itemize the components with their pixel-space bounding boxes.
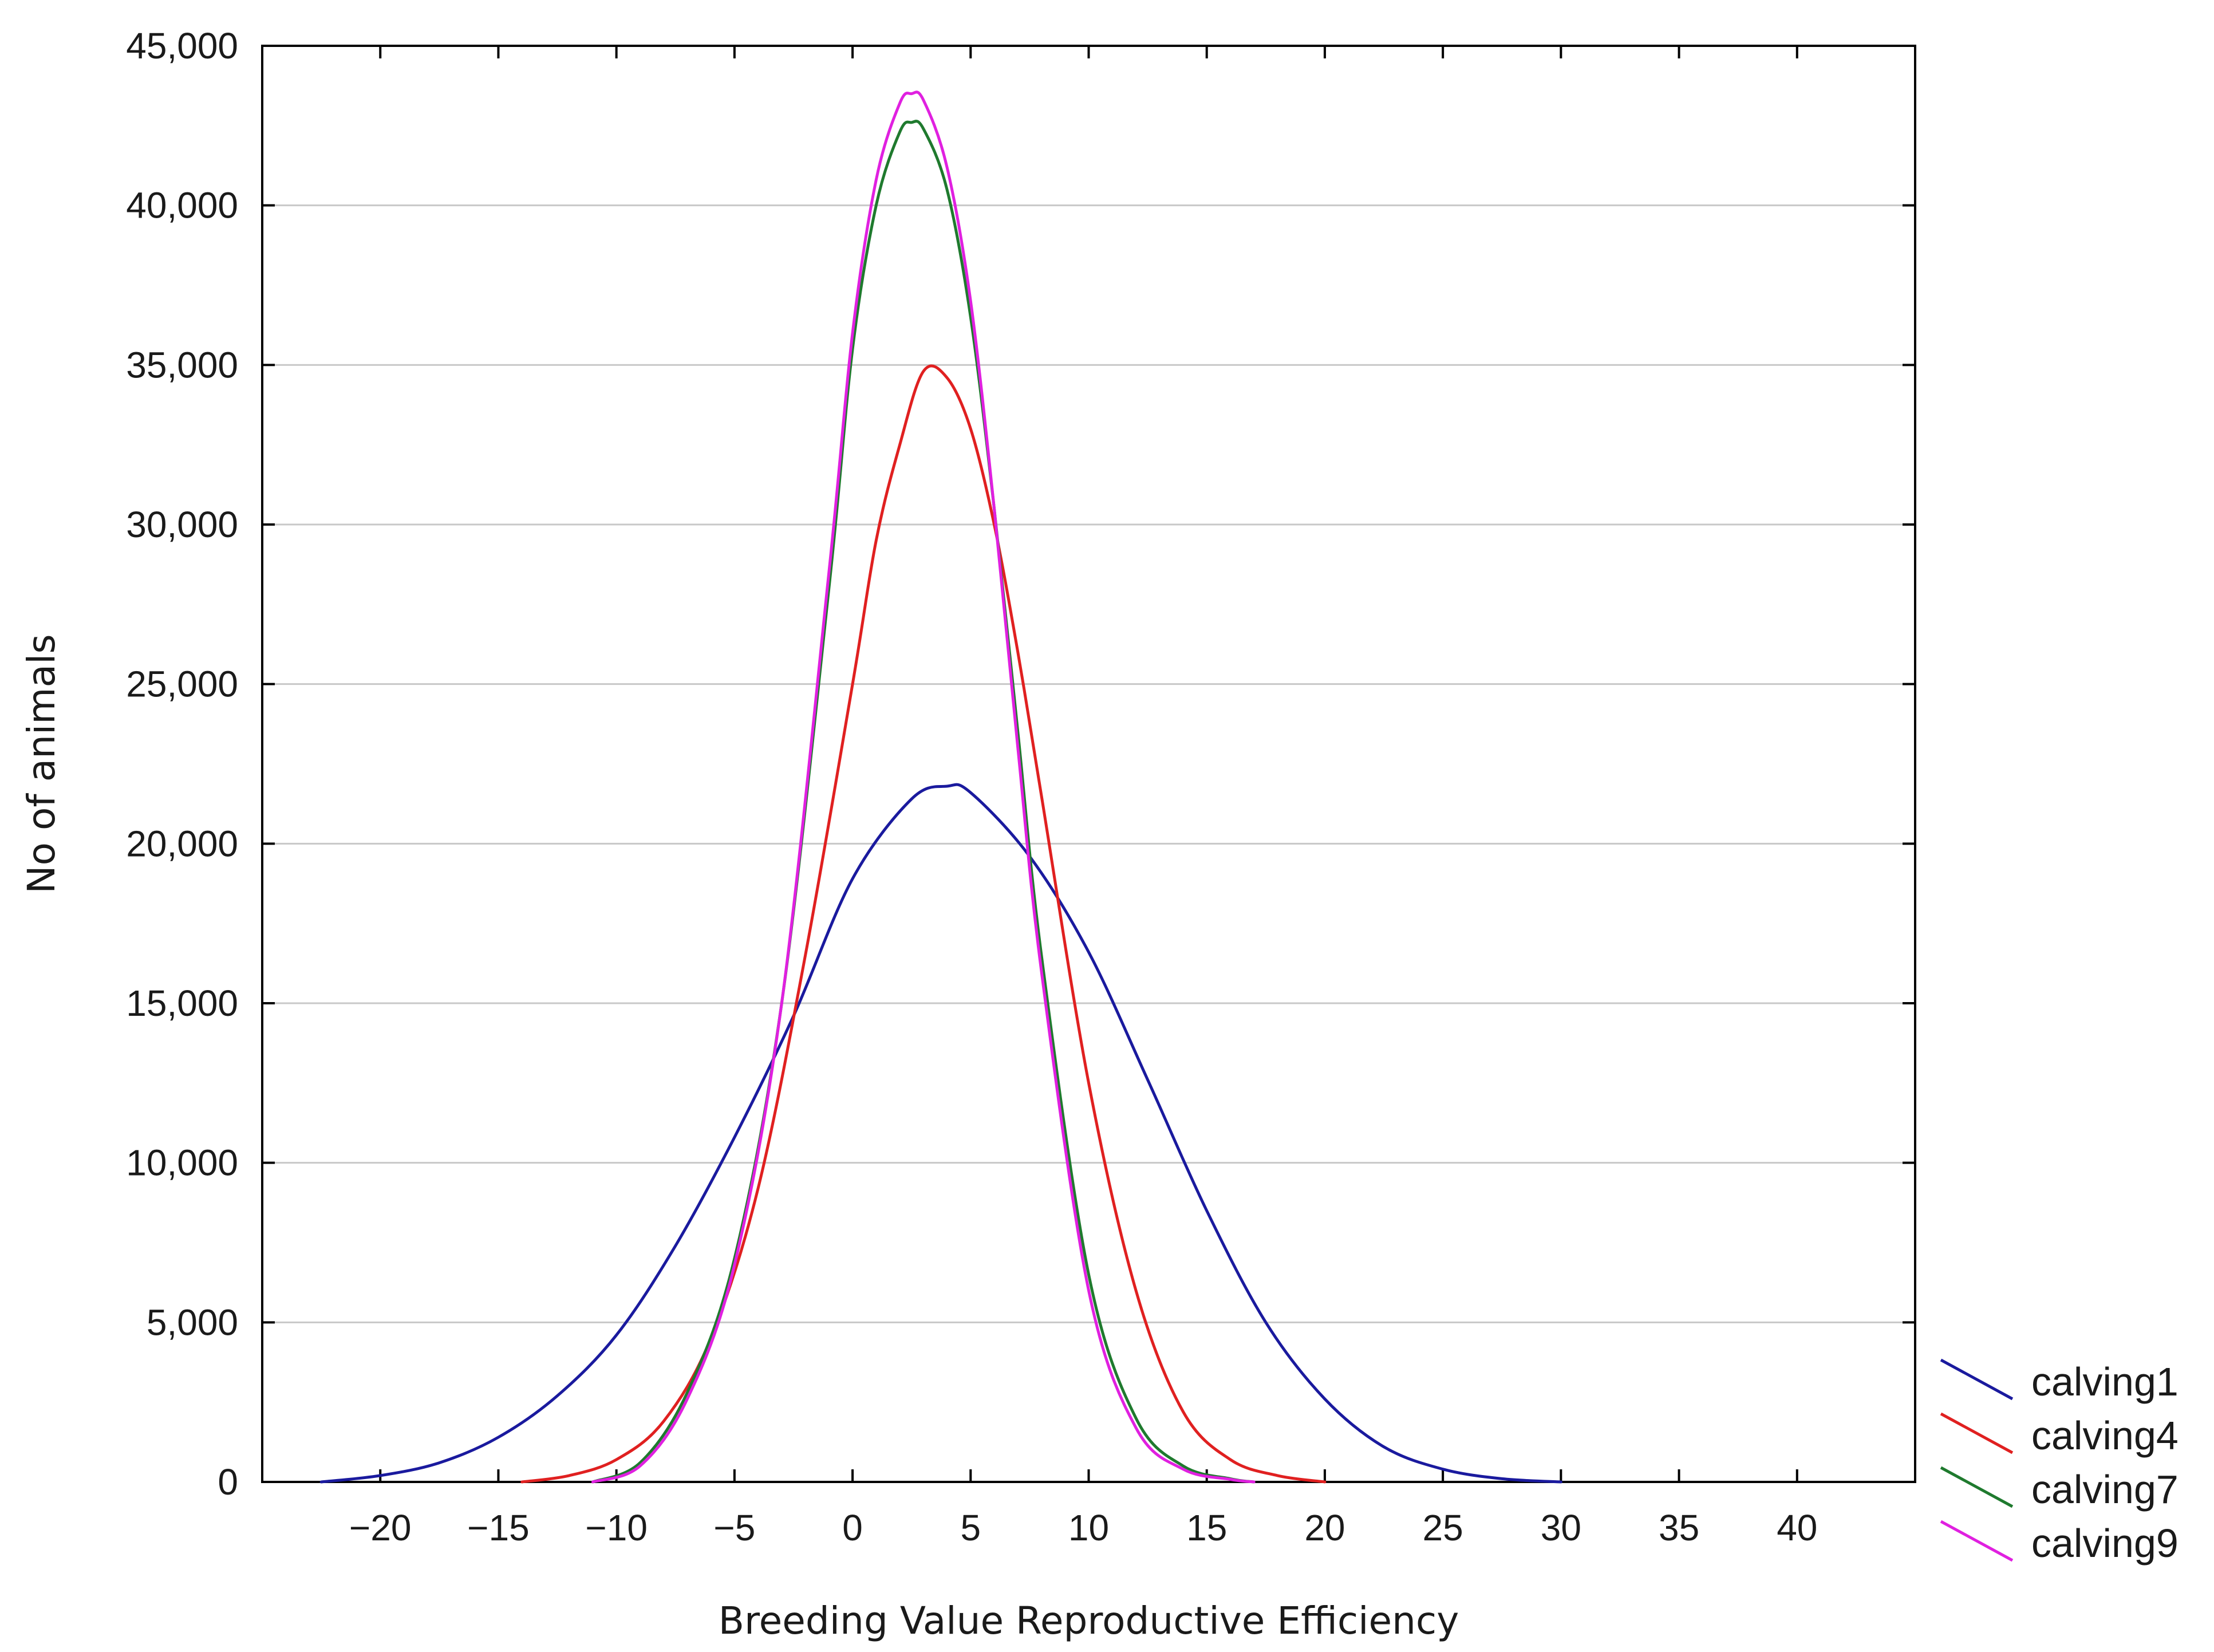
series-lines (319, 90, 1562, 1484)
y-tick-label: 40,000 (126, 185, 238, 226)
legend: calving1 calving4 calving7 calving9 (1940, 1358, 2179, 1566)
x-axis-title: Breeding Value Reproductive Efficiency (719, 1599, 1459, 1643)
x-tick-label: −10 (585, 1507, 648, 1548)
x-tick-label: 30 (1541, 1507, 1581, 1548)
y-tick-label: 5,000 (147, 1302, 238, 1343)
series-line-calving1 (319, 783, 1562, 1484)
legend-label-calving9: calving9 (2031, 1521, 2179, 1566)
y-tick-label: 0 (218, 1461, 238, 1503)
y-tick-label: 10,000 (126, 1142, 238, 1184)
legend-swatch-calving1 (1940, 1358, 2014, 1401)
x-tick-label: 10 (1068, 1507, 1109, 1548)
x-tick-label: −5 (713, 1507, 755, 1548)
x-tick-label: 5 (960, 1507, 981, 1548)
axis-ticks (262, 45, 1915, 1483)
x-tick-label: 15 (1186, 1507, 1227, 1548)
x-tick-label: 35 (1659, 1507, 1699, 1548)
x-tick-label: −15 (467, 1507, 530, 1548)
series-line-calving9 (591, 90, 1256, 1484)
legend-label-calving4: calving4 (2031, 1413, 2179, 1458)
y-tick-label: 35,000 (126, 344, 238, 385)
x-tick-label: 20 (1304, 1507, 1345, 1548)
y-tick-label: 25,000 (126, 664, 238, 705)
x-tick-labels: −20 −15 −10 −5 0 5 10 15 20 25 30 35 40 (349, 1507, 1817, 1548)
y-tick-label: 45,000 (126, 25, 238, 66)
x-tick-label: 0 (842, 1507, 863, 1548)
legend-label-calving1: calving1 (2031, 1359, 2179, 1404)
x-tick-label: 40 (1777, 1507, 1817, 1548)
y-axis-title: No of animals (19, 634, 64, 893)
y-tick-label: 15,000 (126, 983, 238, 1024)
x-tick-label: −20 (349, 1507, 412, 1548)
x-tick-label: 25 (1423, 1507, 1463, 1548)
y-tick-label: 20,000 (126, 823, 238, 864)
y-tick-label: 30,000 (126, 504, 238, 545)
legend-label-calving7: calving7 (2031, 1467, 2179, 1512)
legend-swatch-calving9 (1940, 1520, 2014, 1562)
y-tick-labels: 0 5,000 10,000 15,000 20,000 25,000 30,000 35,0… (126, 25, 238, 1503)
legend-swatch-calving4 (1940, 1412, 2014, 1454)
gridlines (262, 204, 1915, 1323)
legend-swatch-calving7 (1940, 1466, 2014, 1508)
